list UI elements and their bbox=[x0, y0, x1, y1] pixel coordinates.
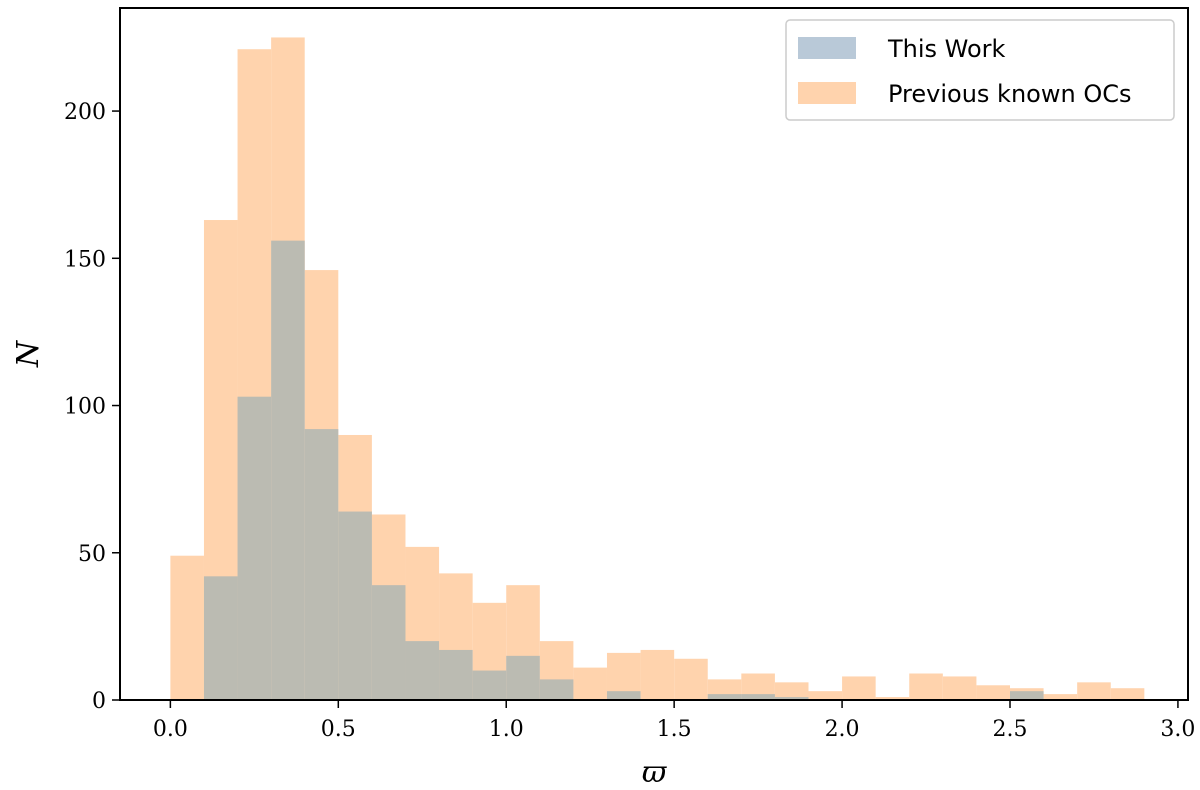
legend: This Work Previous known OCs bbox=[785, 19, 1175, 121]
bar-previous-known-ocs bbox=[1043, 694, 1078, 700]
bar-previous-known-ocs bbox=[774, 682, 809, 700]
bar-this-work bbox=[439, 649, 473, 700]
y-tick-label: 0 bbox=[92, 689, 106, 714]
bar-this-work bbox=[338, 511, 372, 700]
this-work-bars bbox=[203, 240, 1044, 700]
bar-this-work bbox=[304, 429, 339, 700]
bar-this-work bbox=[606, 691, 641, 700]
bar-this-work bbox=[506, 655, 540, 700]
y-tick-label: 200 bbox=[64, 100, 106, 125]
x-tick-label: 3.0 bbox=[1160, 717, 1195, 742]
y-tick-label: 100 bbox=[64, 395, 106, 420]
x-axis-ticks: 0.0 0.5 1.0 1.5 2.0 2.5 3.0 bbox=[153, 700, 1195, 742]
legend-swatch-previous-known-ocs bbox=[798, 82, 856, 104]
x-tick-label: 1.5 bbox=[657, 717, 692, 742]
bar-this-work bbox=[472, 670, 507, 700]
bar-previous-known-ocs bbox=[976, 685, 1010, 700]
bar-previous-known-ocs bbox=[1077, 682, 1111, 700]
bar-previous-known-ocs bbox=[909, 673, 943, 700]
x-axis-label: ϖ bbox=[642, 755, 668, 790]
bar-this-work bbox=[539, 679, 574, 700]
legend-label-previous-known-ocs: Previous known OCs bbox=[888, 80, 1131, 108]
x-tick-label: 2.0 bbox=[825, 717, 860, 742]
x-tick-label: 2.5 bbox=[993, 717, 1028, 742]
bar-previous-known-ocs bbox=[573, 667, 607, 700]
y-axis-ticks: 0 50 100 150 200 bbox=[64, 100, 120, 714]
bar-this-work bbox=[774, 697, 809, 700]
y-tick-label: 150 bbox=[64, 247, 106, 272]
bar-previous-known-ocs bbox=[640, 649, 675, 700]
y-axis-label: N bbox=[11, 339, 46, 368]
legend-swatch-this-work bbox=[798, 37, 856, 59]
bar-previous-known-ocs bbox=[1110, 688, 1145, 700]
bar-this-work bbox=[741, 694, 775, 700]
x-tick-label: 1.0 bbox=[489, 717, 524, 742]
bar-this-work bbox=[371, 585, 406, 700]
bar-previous-known-ocs bbox=[674, 658, 708, 700]
bar-previous-known-ocs bbox=[808, 691, 843, 700]
bar-this-work bbox=[405, 641, 440, 700]
y-tick-label: 50 bbox=[78, 542, 106, 567]
bar-previous-known-ocs bbox=[842, 676, 876, 700]
bar-this-work bbox=[237, 396, 272, 700]
x-tick-label: 0.5 bbox=[321, 717, 356, 742]
bar-this-work bbox=[707, 694, 742, 700]
bar-this-work bbox=[203, 576, 238, 700]
bar-previous-known-ocs bbox=[942, 676, 977, 700]
bar-this-work bbox=[271, 240, 305, 700]
bar-this-work bbox=[1010, 691, 1044, 700]
bar-previous-known-ocs bbox=[170, 555, 204, 700]
legend-box bbox=[785, 19, 1175, 121]
bar-previous-known-ocs bbox=[875, 697, 910, 700]
x-tick-label: 0.0 bbox=[153, 717, 188, 742]
plot-frame bbox=[119, 7, 1189, 701]
legend-label-this-work: This Work bbox=[887, 35, 1006, 63]
